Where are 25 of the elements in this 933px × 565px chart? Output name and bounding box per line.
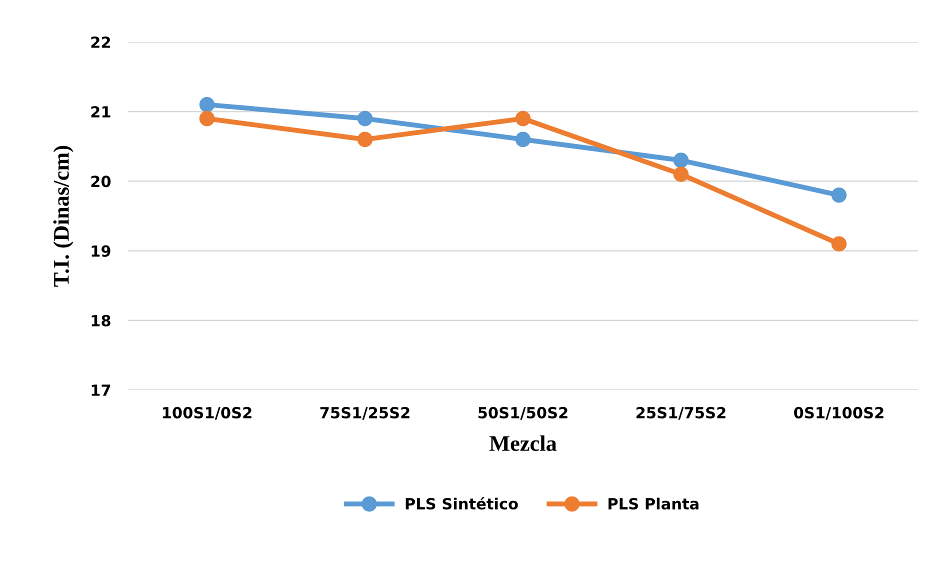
y-tick-label: 22: [91, 36, 110, 48]
point: [831, 187, 847, 203]
y-tick-label: 21: [91, 106, 110, 118]
point: [673, 166, 689, 182]
x-tick-label: 100S1/0S2: [163, 406, 252, 420]
point: [199, 110, 215, 126]
point: [673, 152, 689, 168]
y-tick-label: 20: [91, 176, 111, 188]
point: [357, 110, 373, 126]
legend-label: PLS Sintético: [406, 497, 518, 510]
point: [515, 132, 531, 148]
legend-label: PLS Planta: [608, 498, 698, 510]
y-axis-title: T.I. (Dinas/cm): [53, 146, 74, 287]
x-tick-label: 50S1/50S2: [478, 406, 568, 420]
point: [199, 97, 215, 112]
x-axis-title: Mezcla: [489, 435, 557, 451]
x-tick-label: 75S1/25S2: [320, 406, 410, 420]
point: [515, 110, 531, 126]
point: [831, 236, 847, 252]
x-tick-label: 25S1/75S2: [636, 406, 726, 420]
x-tick-label: 0S1/100S2: [794, 406, 884, 420]
y-tick-label: 19: [92, 245, 110, 257]
y-tick-label: 17: [92, 384, 110, 396]
y-tick-label: 18: [92, 314, 110, 326]
point: [357, 132, 373, 148]
